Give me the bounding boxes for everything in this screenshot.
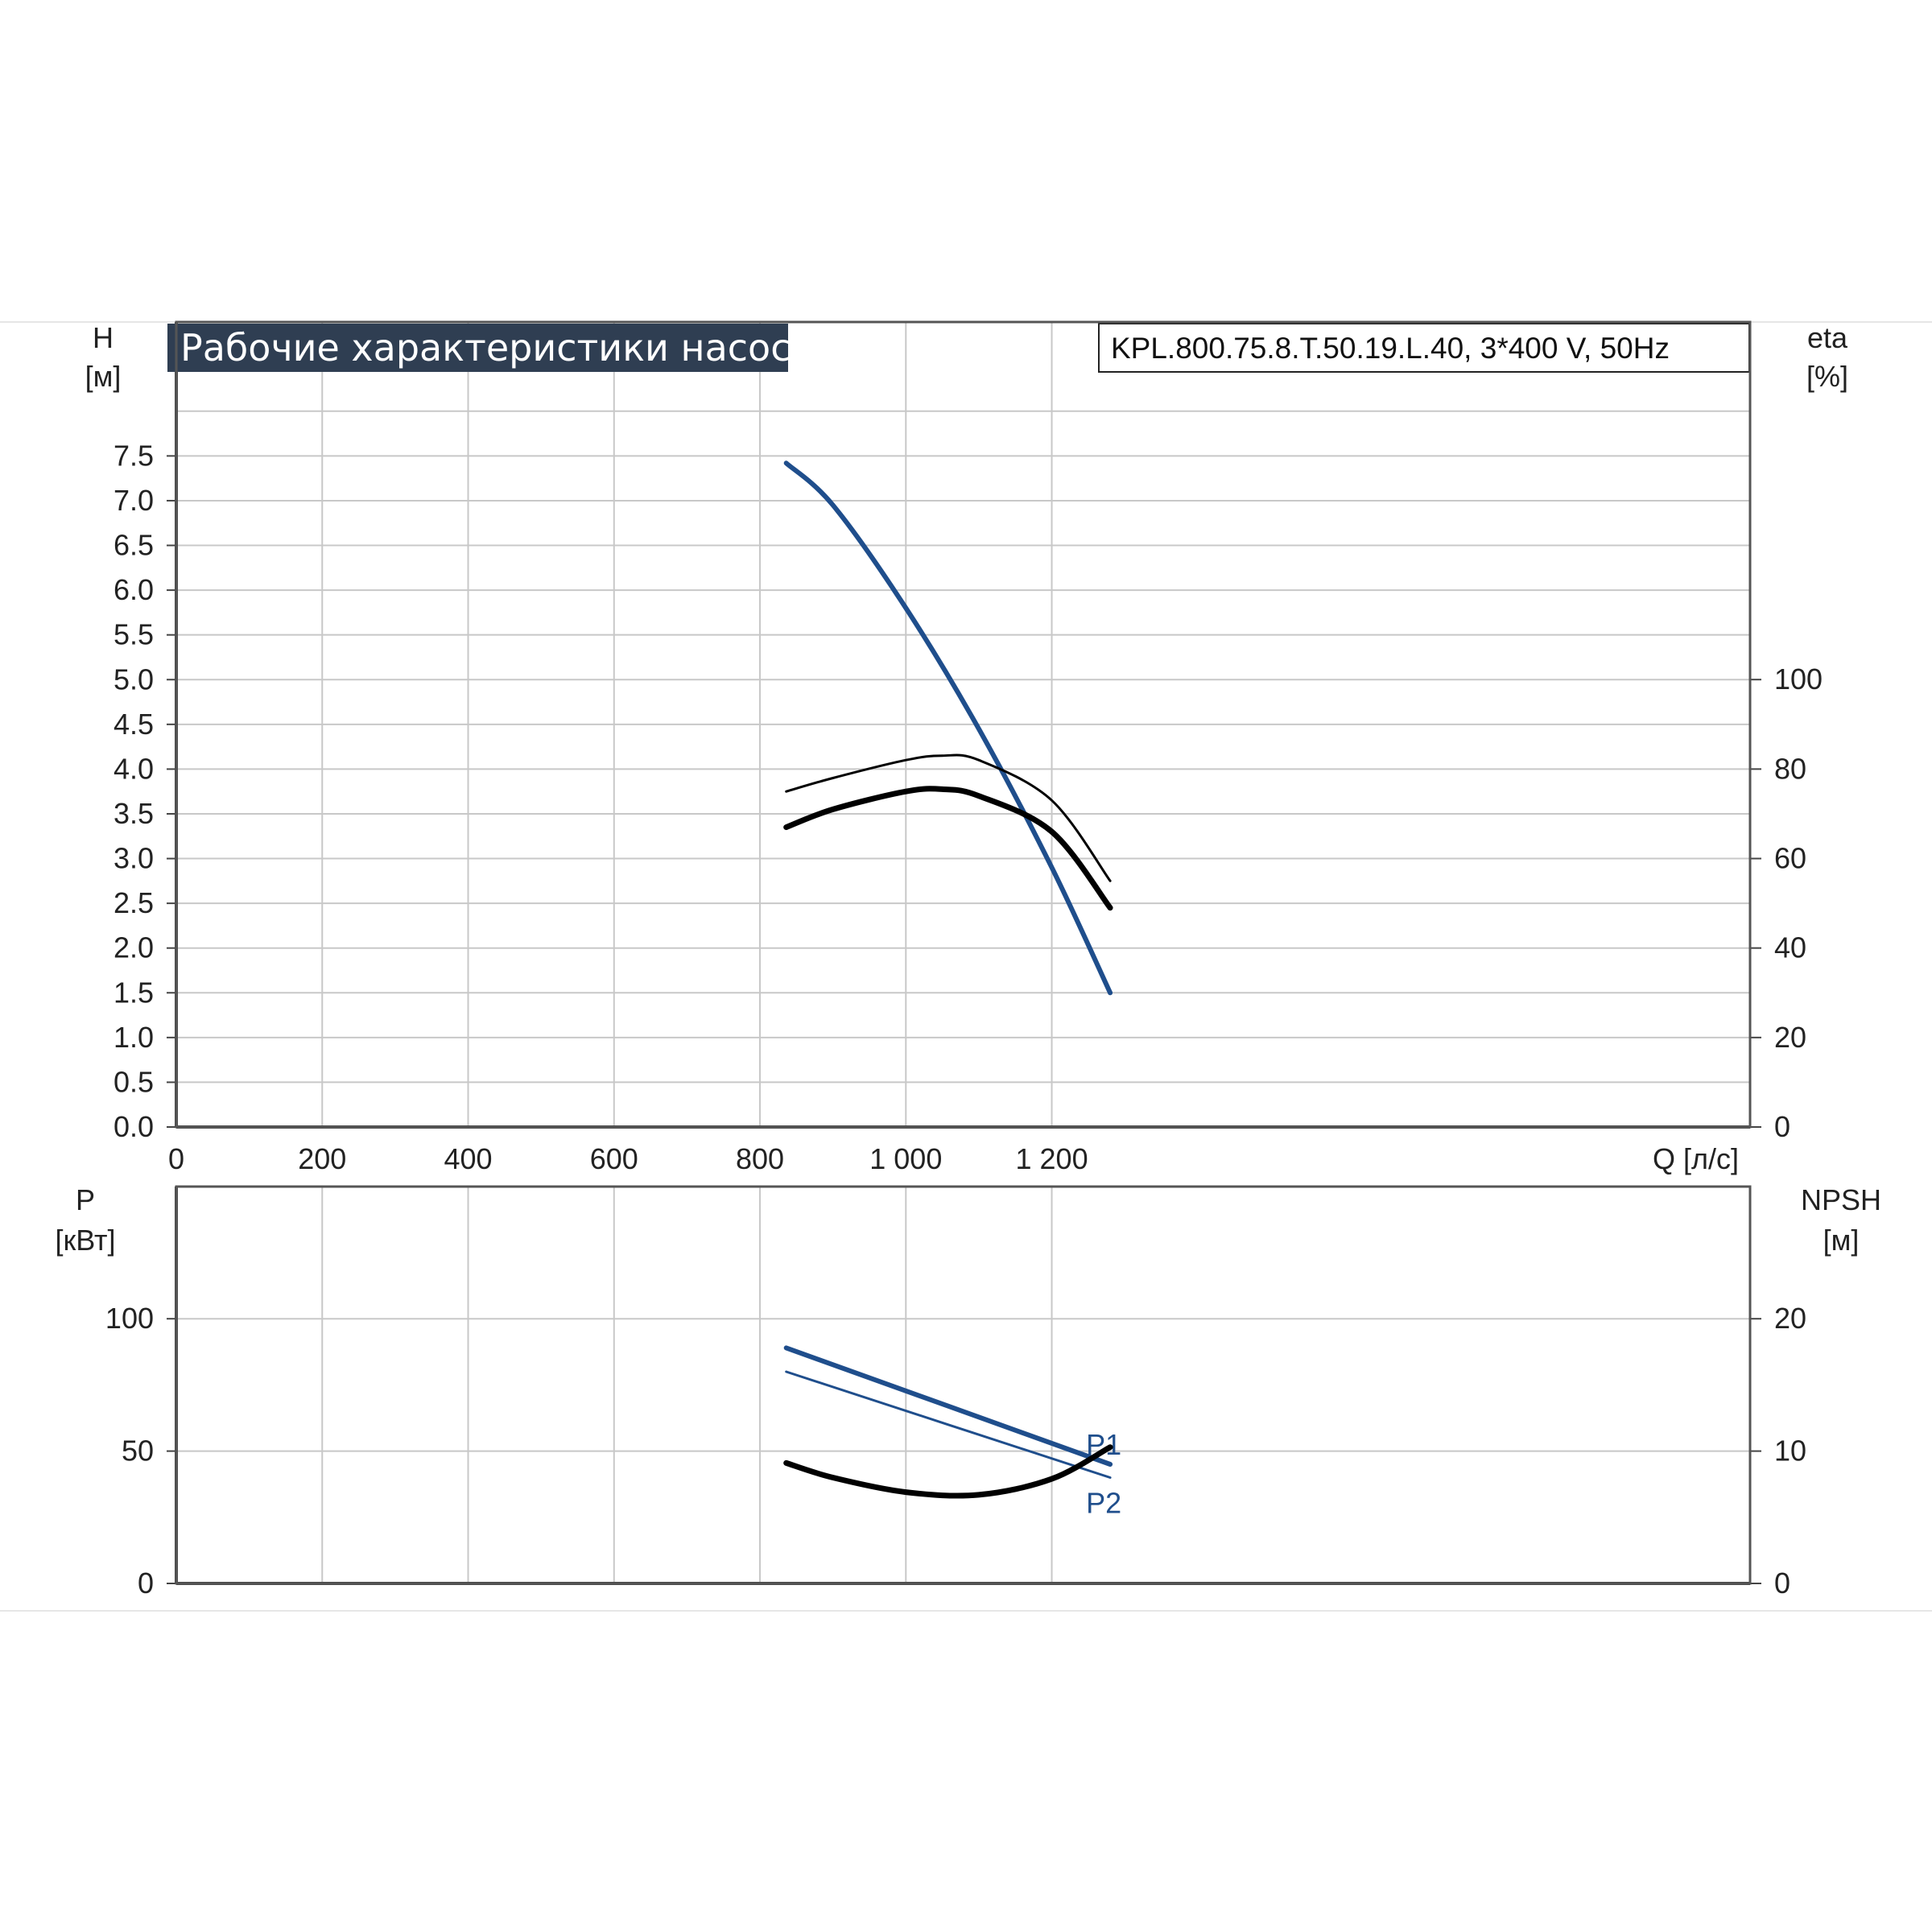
y-tick-label: 4.5	[114, 708, 154, 741]
y2-tick-label: 60	[1774, 842, 1806, 875]
upper-plot-frame	[175, 320, 1752, 1129]
y-tick-label: 3.0	[114, 842, 154, 875]
y2-tick-label: 100	[1774, 663, 1823, 696]
y-tick-label: 7.0	[114, 484, 154, 517]
series-line-upper-2	[783, 786, 1113, 911]
y-tick-label: 50	[122, 1435, 154, 1468]
upper-left-axis-unit: [м]	[85, 360, 122, 393]
y2-tick-label: 10	[1774, 1435, 1806, 1468]
y-tick-label: 1.5	[114, 976, 154, 1009]
y-tick-label: 100	[105, 1302, 154, 1335]
y2-tick-label: 0	[1774, 1110, 1790, 1143]
y-tick-label: 2.0	[114, 931, 154, 964]
title-box	[167, 324, 788, 372]
y2-tick-label: 40	[1774, 931, 1806, 964]
y-tick-label: 5.0	[114, 663, 154, 696]
upper-left-axis-name: H	[93, 321, 114, 354]
chart-title: Рабочие характеристики насоса	[180, 326, 814, 369]
upper-right-axis-unit: [%]	[1806, 360, 1848, 393]
y-tick-label: 3.5	[114, 797, 154, 830]
x-tick-label: 0	[168, 1142, 184, 1175]
upper-tick-labels: 0 200 400 600 800 1 000 1 2000.00.51.01.52.02.…	[114, 439, 1823, 1175]
y-tick-label: 6.0	[114, 573, 154, 606]
y-tick-label: 2.5	[114, 886, 154, 919]
model-label: KPL.800.75.8.T.50.19.L.40, 3*400 V, 50Hz	[1111, 332, 1670, 365]
x-tick-label: 1 000	[869, 1142, 942, 1175]
x-axis-label: Q [л/с]	[1653, 1142, 1739, 1175]
y-tick-label: 1.0	[114, 1021, 154, 1054]
x-tick-label: 400	[444, 1142, 492, 1175]
series-line-upper-1	[785, 753, 1112, 882]
lower-right-axis-unit: [м]	[1823, 1224, 1860, 1257]
y2-tick-label: 80	[1774, 752, 1806, 785]
x-tick-label: 1 200	[1016, 1142, 1088, 1175]
lower-tick-labels: 0 50 100 0 10 20	[105, 1302, 1806, 1600]
y2-tick-label: 20	[1774, 1302, 1806, 1335]
series-line-lower-2	[783, 1444, 1113, 1499]
y-tick-label: 7.5	[114, 439, 154, 472]
series-line-p1	[783, 1345, 1113, 1467]
lower-plot-frame	[175, 1185, 1752, 1585]
x-tick-label: 600	[590, 1142, 638, 1175]
y2-tick-label: 20	[1774, 1021, 1806, 1054]
lower-left-axis-unit: [кВт]	[55, 1224, 115, 1257]
x-tick-label: 800	[736, 1142, 784, 1175]
y-tick-label: 5.5	[114, 618, 154, 651]
lower-right-axis-name: NPSH	[1801, 1183, 1881, 1216]
x-tick-label: 200	[298, 1142, 346, 1175]
y-tick-label: 4.0	[114, 752, 154, 785]
upper-series	[783, 460, 1113, 996]
y-tick-label: 0.5	[114, 1065, 154, 1098]
lower-left-axis-name: P	[76, 1183, 95, 1216]
y-tick-label: 0.0	[114, 1110, 154, 1143]
series-line-upper-0	[783, 460, 1113, 996]
series-label-p2: P2	[1086, 1486, 1121, 1519]
y-tick-label: 0	[138, 1567, 154, 1600]
upper-right-axis-name: eta	[1807, 321, 1848, 354]
y-tick-label: 6.5	[114, 529, 154, 562]
y2-tick-label: 0	[1774, 1567, 1790, 1600]
